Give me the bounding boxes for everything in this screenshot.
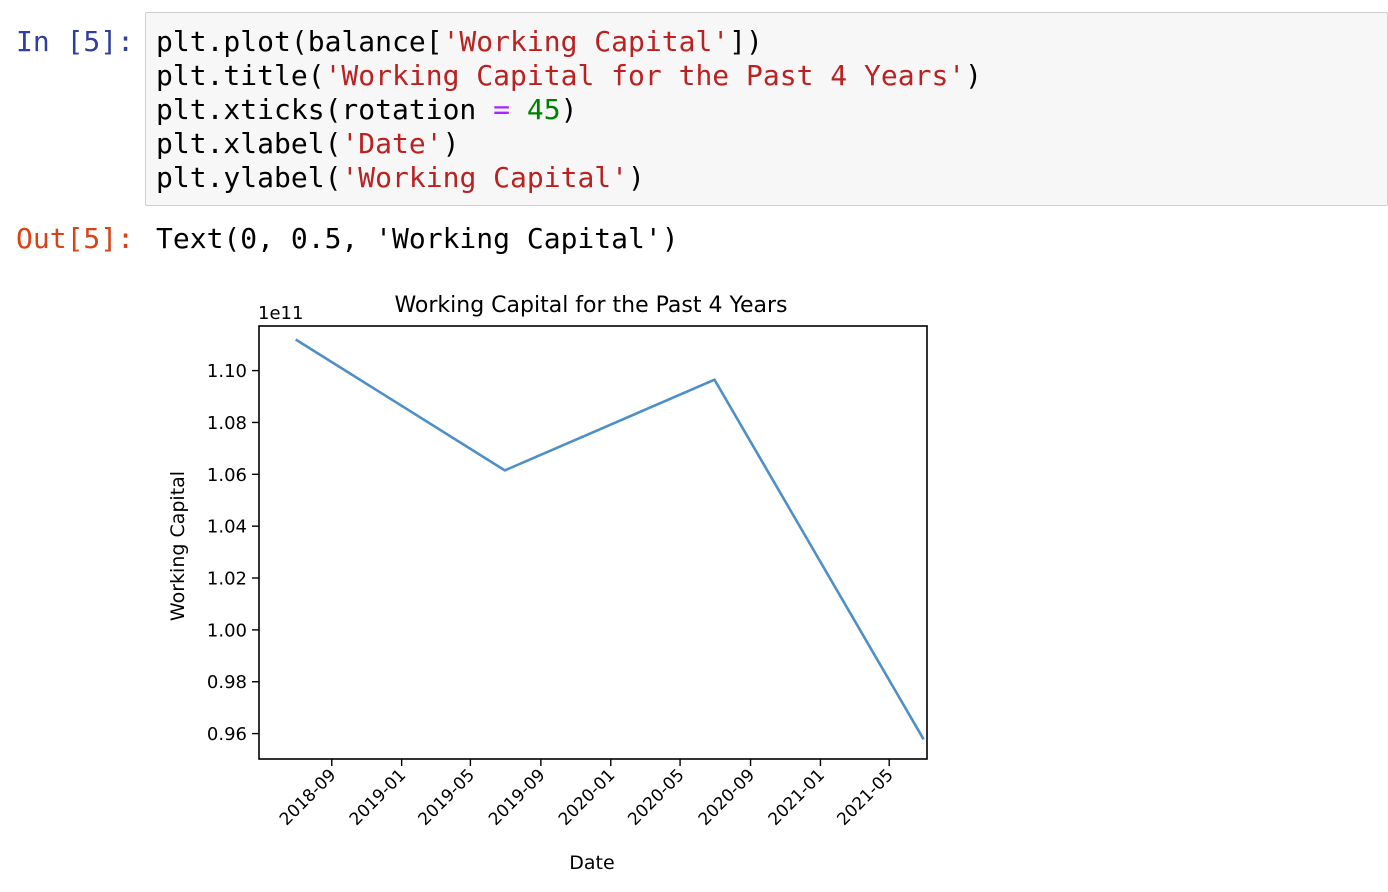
code-token: ]) (729, 25, 763, 58)
code-token: plt.plot(balance[ (156, 25, 443, 58)
code-token: plt.xlabel( (156, 127, 342, 160)
chart-title: Working Capital for the Past 4 Years (394, 293, 787, 318)
x-axis-label: Date (569, 852, 614, 874)
y-tick-label: 1.02 (207, 569, 247, 590)
code-line[interactable]: plt.xticks(rotation = 45) (156, 93, 982, 127)
line-chart: Working Capital for the Past 4 Years 1e1… (167, 293, 928, 874)
plot-frame (258, 325, 928, 760)
code-line[interactable]: plt.title('Working Capital for the Past … (156, 59, 982, 93)
series-layer (295, 338, 925, 740)
code-token: 'Working Capital' (442, 25, 730, 58)
y-tick-label: 0.96 (207, 724, 247, 745)
input-prompt: In [5]: (16, 25, 135, 58)
x-tick-label: 2020-05 (624, 765, 688, 829)
code-token: 45 (526, 93, 561, 126)
code-token: plt.title( (156, 59, 325, 92)
y-tick-label: 1.00 (207, 620, 247, 641)
output-prompt: Out[5]: (16, 222, 135, 255)
code-token: = (493, 93, 511, 126)
code-line[interactable]: plt.xlabel('Date') (156, 127, 982, 161)
code-line[interactable]: plt.plot(balance['Working Capital']) (156, 25, 982, 59)
x-tick-label: 2021-05 (833, 765, 897, 829)
x-tick-label: 2018-09 (276, 765, 340, 829)
x-axis: 2018-09 2019-01 2019-05 2019-09 2020-01 2020-… (276, 759, 898, 830)
x-tick-label: 2021-01 (765, 765, 829, 829)
y-tick-label: 1.10 (207, 361, 247, 382)
output-text: Text(0, 0.5, 'Working Capital') (156, 222, 679, 255)
series-line (295, 338, 925, 740)
code-line[interactable]: plt.ylabel('Working Capital') (156, 161, 982, 195)
y-tick-label: 1.08 (207, 413, 247, 434)
code-editor[interactable]: plt.plot(balance['Working Capital']) plt.… (156, 25, 982, 195)
code-token: ) (628, 161, 645, 194)
code-token: 'Working Capital' (341, 161, 629, 194)
code-token: ) (560, 93, 578, 126)
code-token: 'Working Capital for the Past 4 Years' (324, 59, 966, 92)
code-token: plt.ylabel( (156, 161, 342, 194)
x-tick-label: 2019-01 (346, 765, 410, 829)
y-offset-label: 1e11 (258, 303, 303, 324)
y-axis: 0.96 0.98 1.00 1.02 1.04 1.06 1.08 1.10 (207, 361, 259, 745)
x-tick-label: 2020-09 (695, 765, 759, 829)
code-token: plt.xticks(rotation (156, 93, 494, 126)
x-tick-label: 2019-05 (415, 765, 479, 829)
x-tick-label: 2019-09 (485, 765, 549, 829)
code-token: ) (442, 127, 460, 160)
x-tick-label: 2020-01 (555, 765, 619, 829)
y-tick-label: 1.06 (207, 465, 247, 486)
chart-figure: Working Capital for the Past 4 Years 1e1… (150, 276, 950, 892)
code-token (510, 93, 527, 126)
code-input-cell[interactable]: plt.plot(balance['Working Capital']) plt.… (145, 12, 1388, 206)
y-tick-label: 1.04 (207, 517, 247, 538)
code-token: 'Date' (341, 127, 443, 160)
y-axis-label: Working Capital (167, 471, 189, 621)
y-tick-label: 0.98 (207, 672, 247, 693)
code-token: ) (965, 59, 983, 92)
